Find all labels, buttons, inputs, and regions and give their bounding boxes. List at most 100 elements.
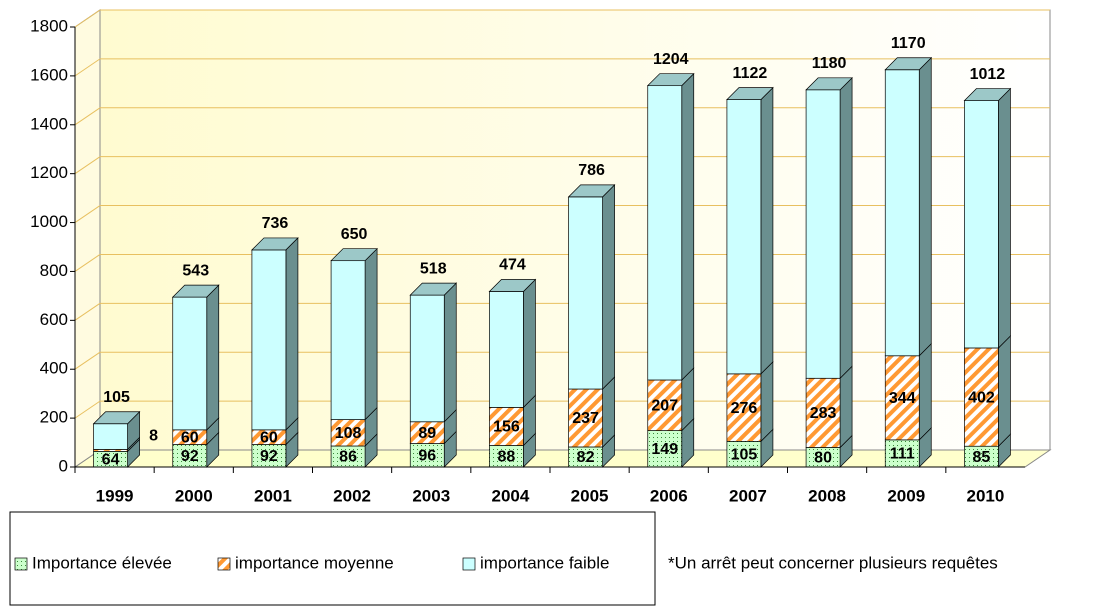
bar [568,196,603,390]
y-tick-label: 800 [40,261,68,280]
bar-side [998,87,1011,349]
bar-side [523,278,536,409]
grid-line [74,205,101,223]
data-label: 156 [493,419,520,436]
bar [93,423,128,450]
data-label: 276 [731,400,758,417]
data-label: 543 [182,262,209,279]
y-tick-label: 400 [40,359,68,378]
x-tick-label: 2009 [887,486,925,505]
data-label: 474 [499,257,526,274]
bar [805,377,841,448]
bar-side [918,56,932,357]
data-label: 60 [181,429,199,446]
legend-label: importance faible [480,553,609,572]
y-tick-label: 1600 [30,65,68,84]
data-label: 64 [102,451,120,468]
x-tick-label: 2005 [571,486,609,505]
grid-line [74,302,101,321]
bar-top [646,73,695,87]
data-label: 8 [149,428,158,445]
data-label: 283 [810,405,837,422]
data-label: 149 [651,441,678,458]
data-label: 60 [260,429,278,446]
bar-top [171,284,220,298]
bar [964,100,999,349]
data-label: 736 [262,215,289,232]
bar [409,294,445,423]
data-label: 111 [890,446,915,463]
legend-label: Importance élevée [32,553,172,572]
x-tick-label: 2006 [650,486,688,505]
bar-side [839,365,853,449]
bar-side [760,361,774,443]
data-label: 105 [103,389,130,406]
note: *Un arrêt peut concerner plusieurs requê… [668,553,998,572]
bar-top [92,411,141,425]
side-wall [74,9,101,468]
x-tick-label: 2008 [808,486,846,505]
bar-side [839,76,853,380]
bar [726,373,762,442]
data-label: 92 [260,448,278,465]
bar [489,291,524,408]
data-label: 86 [339,449,357,466]
bar-top [963,88,1012,101]
legend-label: importance moyenne [235,553,394,572]
grid-line [74,254,101,272]
bar-top [884,57,933,71]
y-tick-label: 600 [40,310,68,329]
data-label: 1012 [970,66,1006,83]
data-label: 89 [418,425,436,442]
bar-side [998,335,1011,448]
bar-top [567,184,616,198]
data-label: 88 [498,448,516,465]
bar [568,388,603,448]
grid-line [74,156,101,175]
x-tick-label: 2002 [333,486,371,505]
bar [330,419,366,447]
bar-side [364,247,378,421]
y-tick-label: 1800 [30,16,68,35]
legend-swatch [14,557,28,571]
grid-line [74,400,101,419]
grid-line [74,107,101,126]
grid-line [74,9,101,28]
data-label: 1180 [812,55,847,72]
x-tick-label: 2010 [967,486,1005,505]
data-label: 96 [418,447,436,464]
bar-side [760,86,774,375]
bar [172,296,208,431]
bar-top [488,279,537,292]
bar-side [443,282,457,423]
bar-top [805,77,853,91]
y-tick-label: 1400 [30,114,68,133]
data-label: 344 [889,390,916,407]
data-label: 207 [651,397,678,414]
legend-swatch [217,557,231,571]
y-tick-label: 200 [40,408,68,427]
data-label: 518 [420,260,447,277]
bar-top [726,87,774,100]
bar [251,249,287,431]
bar [330,260,366,420]
data-label: 1122 [733,65,768,82]
bar [884,69,920,357]
bar [647,430,683,468]
y-tick-label: 1000 [30,212,68,231]
x-tick-label: 2004 [492,486,530,505]
data-label: 650 [341,226,368,243]
data-label: 402 [968,389,995,406]
data-label: 1170 [891,35,926,52]
bar [647,379,683,431]
x-tick-label: 2001 [254,486,292,505]
data-label: 92 [181,448,199,465]
x-tick-label: 2000 [175,486,213,505]
data-label: 1204 [653,51,689,68]
x-tick-label: 1999 [96,486,134,505]
data-label: 237 [572,410,599,427]
data-label: 105 [731,446,758,463]
bar-top [330,248,378,262]
legend-swatch [462,557,476,571]
